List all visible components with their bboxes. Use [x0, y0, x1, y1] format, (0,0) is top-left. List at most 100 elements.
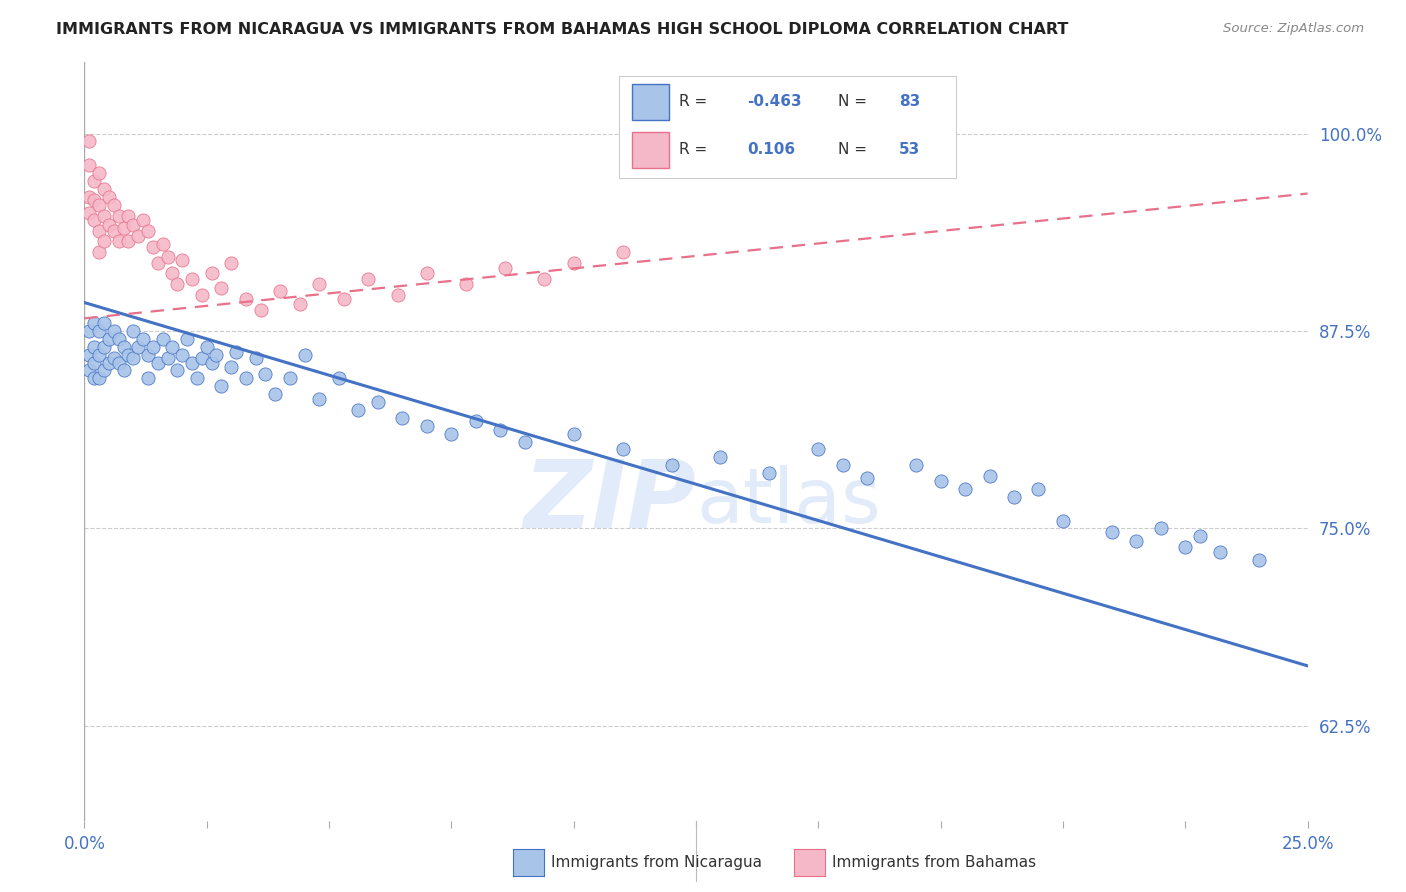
Point	[245, 351, 267, 365]
Point	[831, 458, 853, 473]
Point	[103, 197, 125, 211]
FancyBboxPatch shape	[633, 84, 669, 120]
Point	[93, 363, 115, 377]
Point	[416, 418, 439, 433]
Point	[136, 371, 159, 385]
Point	[77, 190, 100, 204]
Point	[612, 442, 634, 457]
Point	[269, 285, 291, 299]
Point	[103, 351, 125, 365]
Point	[77, 135, 100, 149]
Point	[97, 332, 120, 346]
Point	[440, 426, 463, 441]
Point	[979, 469, 1001, 483]
Point	[357, 272, 380, 286]
Point	[288, 297, 311, 311]
Point	[112, 221, 135, 235]
Point	[929, 474, 952, 488]
Text: N =: N =	[838, 94, 872, 109]
Point	[1188, 529, 1211, 543]
Text: Immigrants from Bahamas: Immigrants from Bahamas	[832, 855, 1036, 870]
Point	[235, 371, 257, 385]
Point	[1208, 545, 1230, 559]
Text: R =: R =	[679, 142, 717, 157]
Point	[93, 209, 115, 223]
Point	[172, 348, 194, 362]
Point	[103, 224, 125, 238]
Point	[807, 442, 830, 457]
Point	[1247, 553, 1270, 567]
Point	[87, 324, 110, 338]
Point	[122, 218, 145, 232]
Point	[93, 234, 115, 248]
Point	[209, 281, 232, 295]
Text: IMMIGRANTS FROM NICARAGUA VS IMMIGRANTS FROM BAHAMAS HIGH SCHOOL DIPLOMA CORRELA: IMMIGRANTS FROM NICARAGUA VS IMMIGRANTS …	[56, 22, 1069, 37]
Point	[387, 287, 409, 301]
Point	[77, 324, 100, 338]
Point	[83, 193, 105, 207]
Point	[132, 213, 155, 227]
Point	[758, 466, 780, 480]
Point	[1125, 534, 1147, 549]
Point	[308, 392, 330, 406]
Point	[856, 471, 879, 485]
Point	[278, 371, 301, 385]
Point	[294, 348, 316, 362]
Point	[1101, 524, 1123, 539]
Point	[1174, 541, 1197, 555]
Point	[200, 355, 222, 369]
Text: -0.463: -0.463	[747, 94, 801, 109]
Point	[1002, 490, 1025, 504]
Point	[209, 379, 232, 393]
Point	[186, 371, 208, 385]
Point	[533, 272, 555, 286]
Point	[146, 256, 169, 270]
Point	[661, 458, 683, 473]
Point	[83, 316, 105, 330]
Point	[112, 340, 135, 354]
Point	[77, 348, 100, 362]
Point	[83, 371, 105, 385]
Point	[464, 414, 486, 428]
Point	[347, 403, 370, 417]
Point	[249, 303, 271, 318]
Point	[83, 174, 105, 188]
Point	[1150, 521, 1173, 535]
Point	[107, 234, 129, 248]
Point	[93, 182, 115, 196]
Point	[513, 434, 536, 449]
Point	[127, 340, 149, 354]
Point	[156, 351, 179, 365]
Point	[87, 348, 110, 362]
Text: N =: N =	[838, 142, 872, 157]
Point	[156, 250, 179, 264]
Point	[181, 272, 204, 286]
Point	[219, 360, 242, 375]
Point	[107, 355, 129, 369]
Point	[181, 355, 204, 369]
Point	[93, 340, 115, 354]
Point	[93, 316, 115, 330]
Point	[494, 260, 516, 275]
Point	[83, 340, 105, 354]
Point	[166, 363, 188, 377]
Point	[77, 363, 100, 377]
Text: ZIP: ZIP	[523, 456, 696, 549]
Point	[416, 266, 439, 280]
Point	[195, 340, 218, 354]
Point	[332, 293, 354, 307]
Point	[117, 348, 139, 362]
Point	[1028, 482, 1050, 496]
Point	[191, 287, 214, 301]
Point	[103, 324, 125, 338]
Text: Source: ZipAtlas.com: Source: ZipAtlas.com	[1223, 22, 1364, 36]
Text: Immigrants from Nicaragua: Immigrants from Nicaragua	[551, 855, 762, 870]
Point	[112, 363, 135, 377]
Point	[87, 244, 110, 259]
Point	[254, 367, 277, 381]
Point	[225, 344, 247, 359]
Point	[905, 458, 928, 473]
Point	[117, 234, 139, 248]
Point	[107, 332, 129, 346]
Point	[391, 410, 413, 425]
